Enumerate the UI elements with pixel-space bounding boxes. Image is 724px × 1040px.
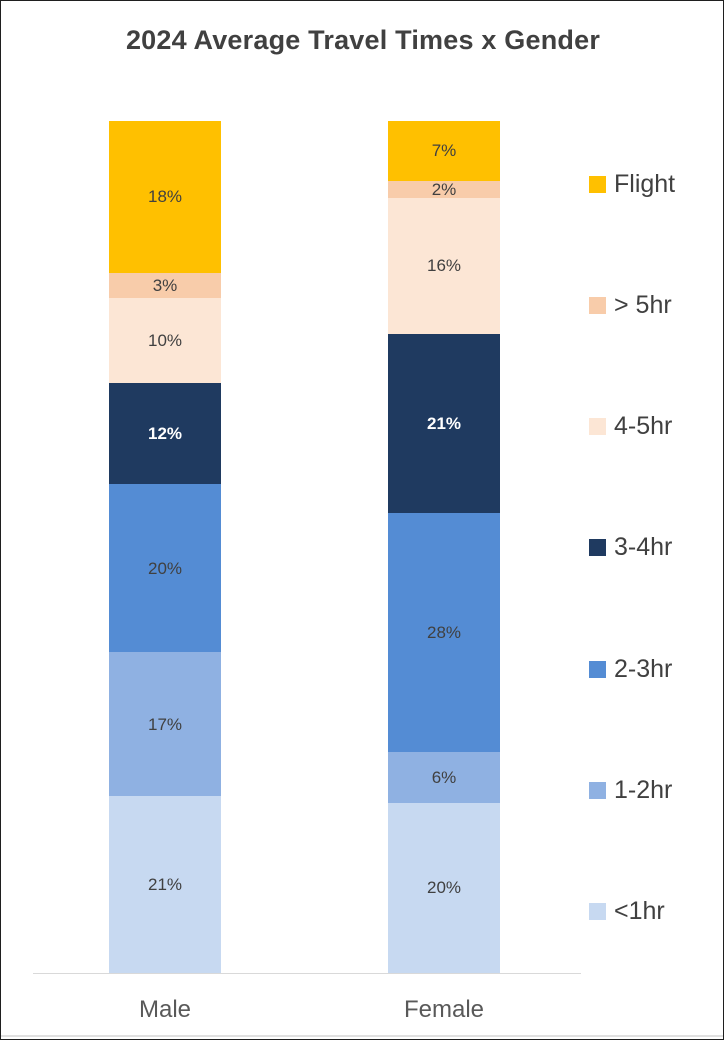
bar-female: 20% 6% 28% 21% 16% 2% 7% bbox=[388, 121, 500, 973]
segment-female-5hr: 2% bbox=[388, 179, 500, 199]
segment-value-label: 6% bbox=[431, 767, 457, 787]
legend-swatch-3-4hr bbox=[589, 539, 606, 557]
x-axis-line bbox=[33, 973, 581, 974]
legend-label: 4-5hr bbox=[614, 412, 673, 441]
segment-female-2-3hr: 28% bbox=[388, 512, 500, 752]
legend: Flight > 5hr 4-5hr 3-4hr 2-3hr 1-2hr <1hr bbox=[589, 169, 719, 927]
legend-label: 2-3hr bbox=[614, 654, 673, 683]
segment-male-1-2hr: 17% bbox=[109, 652, 221, 796]
legend-item-1-2hr: 1-2hr bbox=[589, 776, 719, 806]
segment-value-label: 17% bbox=[147, 714, 183, 734]
legend-swatch-1-2hr bbox=[589, 782, 606, 800]
segment-male-1hr: 21% bbox=[109, 795, 221, 973]
segment-value-label: 16% bbox=[426, 256, 462, 276]
legend-swatch-flight bbox=[589, 175, 606, 193]
chart-title: 2024 Average Travel Times x Gender bbox=[125, 25, 601, 55]
segment-female-4-5hr: 16% bbox=[388, 197, 500, 335]
segment-male-3-4hr: 12% bbox=[109, 382, 221, 484]
segment-value-label: 28% bbox=[426, 622, 462, 642]
segment-value-label: 20% bbox=[426, 878, 462, 898]
legend-label: 1-2hr bbox=[614, 776, 673, 805]
legend-swatch-5hr bbox=[589, 296, 606, 314]
segment-value-label: 21% bbox=[426, 414, 462, 433]
segment-value-label: 18% bbox=[147, 187, 183, 207]
chart-bottom-border bbox=[1, 1035, 723, 1037]
segment-male-flight: 18% bbox=[109, 121, 221, 273]
segment-male-2-3hr: 20% bbox=[109, 483, 221, 653]
legend-item-2-3hr: 2-3hr bbox=[589, 654, 719, 684]
segment-female-3-4hr: 21% bbox=[388, 334, 500, 513]
legend-item-flight: Flight bbox=[589, 169, 719, 199]
legend-label: > 5hr bbox=[614, 290, 672, 319]
bar-male: 21% 17% 20% 12% 10% 3% 18% bbox=[109, 121, 221, 973]
segment-value-label: 21% bbox=[147, 874, 183, 894]
segment-value-label: 3% bbox=[152, 276, 178, 296]
segment-value-label: 12% bbox=[147, 423, 183, 443]
legend-item-3-4hr: 3-4hr bbox=[589, 533, 719, 563]
segment-male-5hr: 3% bbox=[109, 272, 221, 299]
legend-swatch-2-3hr bbox=[589, 660, 606, 678]
segment-value-label: 20% bbox=[147, 558, 183, 578]
legend-label: Flight bbox=[614, 169, 676, 198]
legend-swatch-4-5hr bbox=[589, 418, 606, 436]
legend-item-5hr: > 5hr bbox=[589, 290, 719, 320]
category-label-male: Male bbox=[138, 996, 192, 1023]
legend-item-1hr: <1hr bbox=[589, 897, 719, 927]
segment-value-label: 7% bbox=[431, 141, 457, 161]
segment-female-1hr: 20% bbox=[388, 802, 500, 973]
segment-female-flight: 7% bbox=[388, 121, 500, 181]
segment-female-1-2hr: 6% bbox=[388, 751, 500, 803]
segment-value-label: 10% bbox=[147, 330, 183, 350]
segment-male-4-5hr: 10% bbox=[109, 298, 221, 383]
segment-value-label: 2% bbox=[431, 179, 457, 199]
legend-item-4-5hr: 4-5hr bbox=[589, 412, 719, 442]
legend-swatch-1hr bbox=[589, 903, 606, 921]
legend-label: <1hr bbox=[614, 897, 665, 926]
legend-label: 3-4hr bbox=[614, 533, 673, 562]
category-label-female: Female bbox=[403, 996, 485, 1023]
